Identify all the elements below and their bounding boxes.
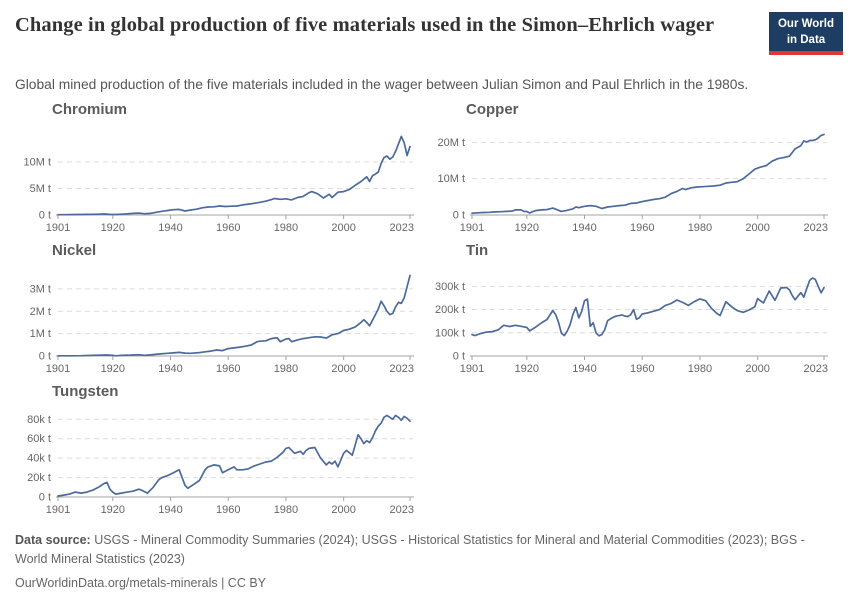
svg-text:1920: 1920 <box>101 504 125 516</box>
svg-text:1980: 1980 <box>274 222 298 234</box>
chart-title-tungsten: Tungsten <box>52 383 119 400</box>
chart-title-nickel: Nickel <box>52 242 97 259</box>
svg-text:2000: 2000 <box>331 504 355 516</box>
svg-text:2023: 2023 <box>390 504 414 516</box>
svg-text:2023: 2023 <box>390 222 414 234</box>
chart-footer: Data source: USGS - Mineral Commodity Su… <box>15 531 837 593</box>
copper-line-chart: 0 t 10M t 20M t 1901 1920 1940 1960 1980 2000 202… <box>437 133 828 234</box>
svg-text:60k t: 60k t <box>27 433 51 445</box>
svg-text:2000: 2000 <box>331 363 355 375</box>
svg-text:1960: 1960 <box>630 363 654 375</box>
svg-text:40k t: 40k t <box>27 453 51 465</box>
svg-text:1940: 1940 <box>158 504 182 516</box>
nickel-line-chart: 0 t 1M t 2M t 3M t 1901 1920 1940 1960 1980 2000 2… <box>30 274 414 375</box>
svg-text:1960: 1960 <box>216 363 240 375</box>
svg-text:1901: 1901 <box>46 222 70 234</box>
svg-text:1980: 1980 <box>274 504 298 516</box>
svg-text:2000: 2000 <box>745 222 769 234</box>
svg-text:100k t: 100k t <box>435 327 465 339</box>
copper-chart-panel: Copper 0 t 10M t 20M t 1901 1920 1940 1960 1980… <box>426 101 836 241</box>
tin-chart-panel: Tin 0 t 100k t 200k t 300k t 1901 1920 1940 196… <box>426 242 836 382</box>
svg-text:1940: 1940 <box>572 363 596 375</box>
svg-text:2M t: 2M t <box>30 306 51 318</box>
svg-text:1940: 1940 <box>158 222 182 234</box>
svg-text:300k t: 300k t <box>435 281 465 293</box>
svg-text:1980: 1980 <box>274 363 298 375</box>
tin-line-chart: 0 t 100k t 200k t 300k t 1901 1920 1940 1960 198… <box>435 277 828 375</box>
footer-link[interactable]: OurWorldinData.org/metals-minerals | CC … <box>15 575 267 590</box>
svg-text:1901: 1901 <box>46 504 70 516</box>
svg-text:1901: 1901 <box>46 363 70 375</box>
svg-text:0 t: 0 t <box>453 210 465 222</box>
chart-title-tin: Tin <box>466 242 489 259</box>
svg-text:5M t: 5M t <box>30 183 51 195</box>
svg-text:1960: 1960 <box>630 222 654 234</box>
svg-text:1920: 1920 <box>101 222 125 234</box>
svg-text:2000: 2000 <box>745 363 769 375</box>
svg-text:1920: 1920 <box>101 363 125 375</box>
svg-text:1901: 1901 <box>460 222 484 234</box>
svg-text:0 t: 0 t <box>453 351 465 363</box>
svg-text:2023: 2023 <box>804 363 828 375</box>
nickel-chart-panel: Nickel 0 t 1M t 2M t 3M t 1901 1920 1940 1960 19… <box>12 242 422 382</box>
svg-text:0 t: 0 t <box>39 492 51 504</box>
tungsten-line-chart: 0 t 20k t 40k t 60k t 80k t 1901 1920 1940 1960 1… <box>27 414 414 516</box>
svg-text:0 t: 0 t <box>39 351 51 363</box>
page-title: Change in global production of five mate… <box>15 14 715 36</box>
owid-logo-line1: Our World <box>777 18 834 30</box>
svg-text:1960: 1960 <box>216 504 240 516</box>
svg-text:20M t: 20M t <box>437 137 465 149</box>
svg-text:1920: 1920 <box>515 222 539 234</box>
chart-subtitle: Global mined production of the five mate… <box>15 77 749 92</box>
svg-text:1901: 1901 <box>460 363 484 375</box>
svg-text:80k t: 80k t <box>27 414 51 426</box>
data-source-note: Data source: USGS - Mineral Commodity Su… <box>15 531 837 570</box>
data-source-label: Data source: <box>15 533 91 547</box>
svg-text:3M t: 3M t <box>30 283 51 295</box>
svg-text:2023: 2023 <box>390 363 414 375</box>
svg-text:1980: 1980 <box>688 363 712 375</box>
svg-text:0 t: 0 t <box>39 210 51 222</box>
svg-text:1980: 1980 <box>688 222 712 234</box>
svg-text:20k t: 20k t <box>27 472 51 484</box>
chromium-line-chart: 0 t 5M t 10M t 1901 1920 1940 1960 1980 2000 2023 <box>23 135 414 234</box>
chromium-chart-panel: Chromium 0 t 5M t 10M t 1901 1920 1940 1960 198… <box>12 101 422 241</box>
svg-text:1960: 1960 <box>216 222 240 234</box>
data-source-text: USGS - Mineral Commodity Summaries (2024… <box>15 533 805 567</box>
owid-logo-line2: in Data <box>786 33 826 46</box>
svg-text:1M t: 1M t <box>30 328 51 340</box>
tungsten-chart-panel: Tungsten 0 t 20k t 40k t 60k t 80k t 1901 1920… <box>12 383 422 523</box>
svg-text:2000: 2000 <box>331 222 355 234</box>
svg-text:1940: 1940 <box>572 222 596 234</box>
owid-logo[interactable]: Our World in Data <box>769 12 843 55</box>
svg-text:10M t: 10M t <box>23 156 51 168</box>
svg-text:1920: 1920 <box>515 363 539 375</box>
svg-text:200k t: 200k t <box>435 304 465 316</box>
chart-title-chromium: Chromium <box>52 101 127 118</box>
svg-text:2023: 2023 <box>804 222 828 234</box>
svg-text:10M t: 10M t <box>437 173 465 185</box>
chart-title-copper: Copper <box>466 101 519 118</box>
svg-text:1940: 1940 <box>158 363 182 375</box>
